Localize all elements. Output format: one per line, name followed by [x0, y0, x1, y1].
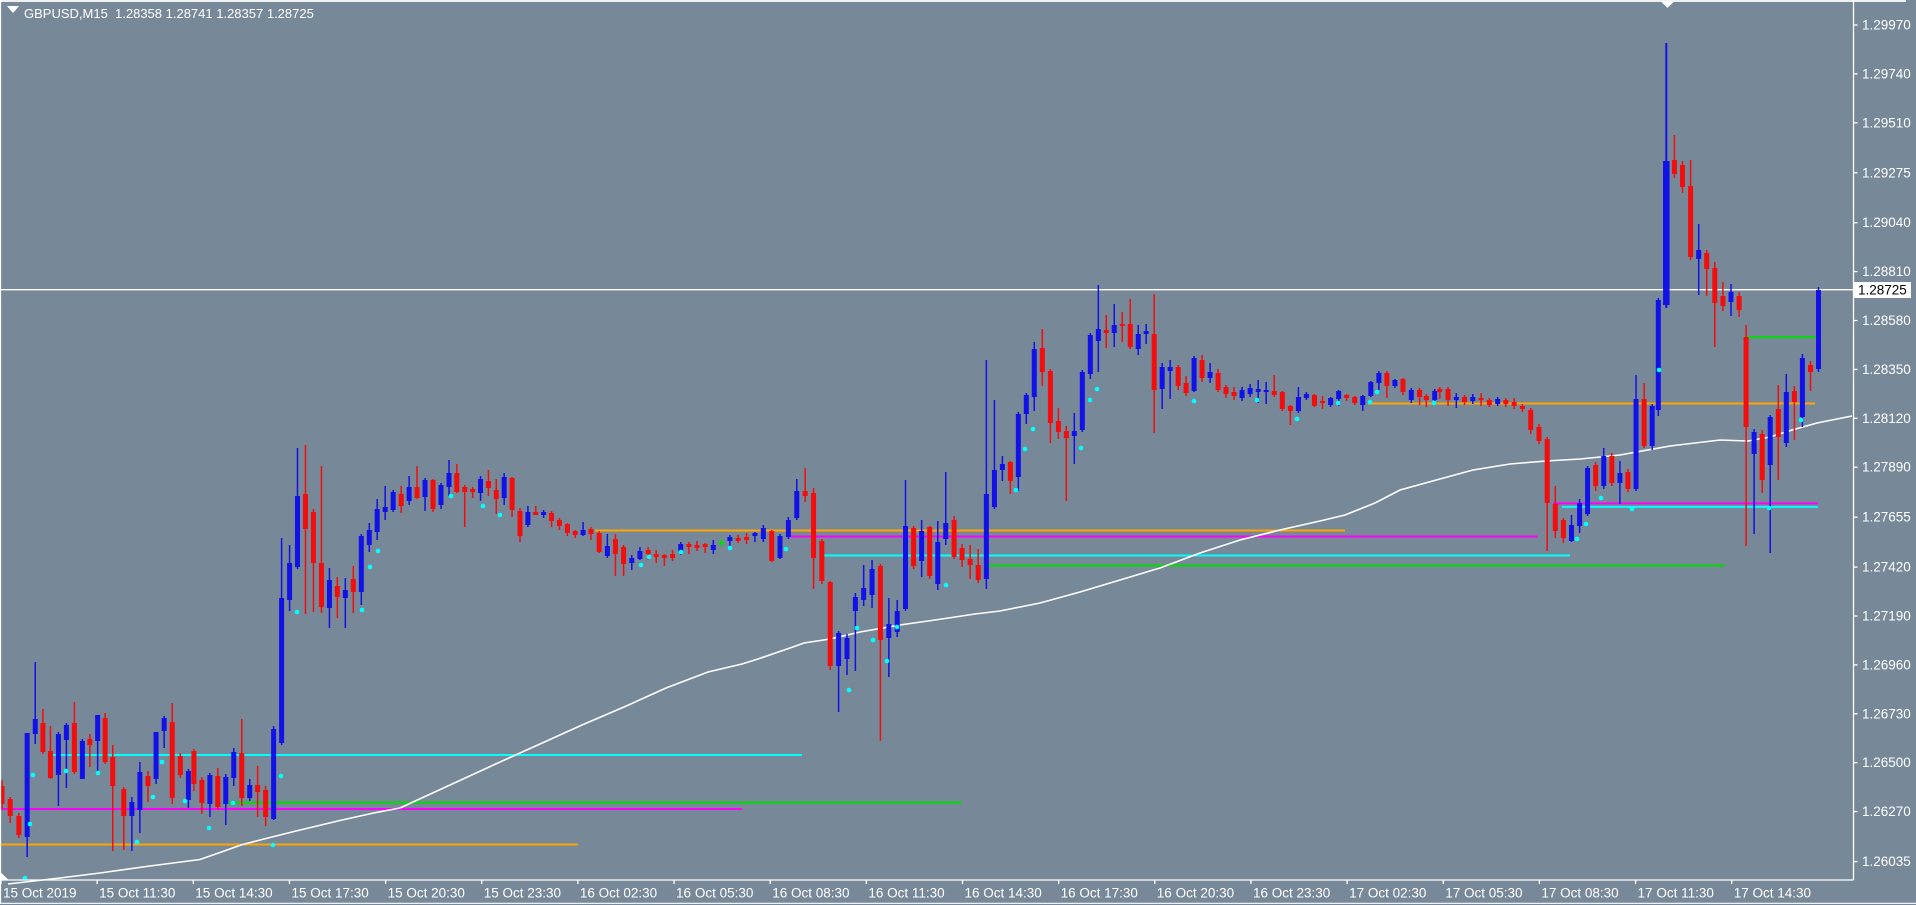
svg-text:16 Oct 14:30: 16 Oct 14:30	[965, 886, 1042, 901]
svg-text:1.27655: 1.27655	[1862, 510, 1911, 525]
svg-text:17 Oct 02:30: 17 Oct 02:30	[1349, 886, 1426, 901]
svg-text:1.29510: 1.29510	[1862, 115, 1911, 130]
svg-text:17 Oct 08:30: 17 Oct 08:30	[1541, 886, 1618, 901]
svg-text:16 Oct 23:30: 16 Oct 23:30	[1253, 886, 1330, 901]
svg-text:1.26500: 1.26500	[1862, 755, 1911, 770]
svg-text:16 Oct 20:30: 16 Oct 20:30	[1157, 886, 1234, 901]
svg-text:1.26730: 1.26730	[1862, 706, 1911, 721]
svg-text:15 Oct 20:30: 15 Oct 20:30	[388, 886, 465, 901]
svg-text:17 Oct 05:30: 17 Oct 05:30	[1445, 886, 1522, 901]
svg-text:1.28350: 1.28350	[1862, 362, 1911, 377]
svg-text:15 Oct 23:30: 15 Oct 23:30	[484, 886, 561, 901]
svg-text:GBPUSD,M15 1.28358 1.28741 1.: GBPUSD,M15 1.28358 1.28741 1.28357 1.287…	[24, 6, 314, 21]
svg-text:15 Oct 11:30: 15 Oct 11:30	[99, 886, 175, 901]
svg-text:1.27890: 1.27890	[1862, 460, 1911, 475]
svg-text:1.29970: 1.29970	[1862, 18, 1911, 33]
svg-text:15 Oct 14:30: 15 Oct 14:30	[195, 886, 272, 901]
svg-text:16 Oct 17:30: 16 Oct 17:30	[1061, 886, 1138, 901]
svg-text:15 Oct 17:30: 15 Oct 17:30	[291, 886, 368, 901]
svg-text:1.26035: 1.26035	[1862, 854, 1911, 869]
svg-text:16 Oct 05:30: 16 Oct 05:30	[676, 886, 753, 901]
svg-text:1.26960: 1.26960	[1862, 657, 1911, 672]
svg-text:15 Oct 2019: 15 Oct 2019	[3, 886, 77, 901]
svg-text:1.28725: 1.28725	[1858, 283, 1907, 298]
svg-text:1.28120: 1.28120	[1862, 411, 1911, 426]
svg-text:1.26270: 1.26270	[1862, 804, 1911, 819]
svg-text:1.29740: 1.29740	[1862, 66, 1911, 81]
svg-text:1.29275: 1.29275	[1862, 165, 1911, 180]
svg-text:17 Oct 14:30: 17 Oct 14:30	[1734, 886, 1811, 901]
svg-text:17 Oct 11:30: 17 Oct 11:30	[1638, 886, 1714, 901]
svg-text:16 Oct 11:30: 16 Oct 11:30	[868, 886, 944, 901]
svg-text:16 Oct 08:30: 16 Oct 08:30	[772, 886, 849, 901]
svg-text:1.28580: 1.28580	[1862, 313, 1911, 328]
svg-text:1.29040: 1.29040	[1862, 215, 1911, 230]
svg-text:1.28810: 1.28810	[1862, 264, 1911, 279]
svg-text:1.27190: 1.27190	[1862, 609, 1911, 624]
svg-text:1.27420: 1.27420	[1862, 560, 1911, 575]
svg-text:16 Oct 02:30: 16 Oct 02:30	[580, 886, 657, 901]
